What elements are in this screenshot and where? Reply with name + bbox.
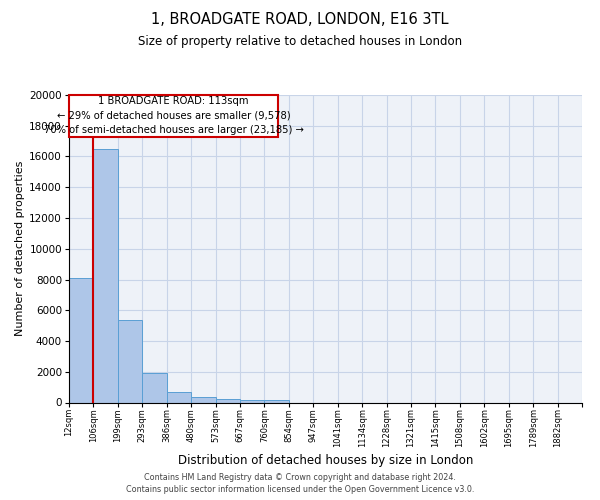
Bar (240, 400, 265, 402)
Bar (118, 320, 142, 402)
Text: 1, BROADGATE ROAD, LONDON, E16 3TL: 1, BROADGATE ROAD, LONDON, E16 3TL (151, 12, 449, 28)
Text: 1 BROADGATE ROAD: 113sqm
← 29% of detached houses are smaller (9,578)
70% of sem: 1 BROADGATE ROAD: 113sqm ← 29% of detach… (44, 96, 304, 135)
Bar (215, 400, 240, 402)
Bar (191, 398, 215, 402)
Bar (142, 374, 167, 402)
Text: Size of property relative to detached houses in London: Size of property relative to detached ho… (138, 35, 462, 48)
X-axis label: Distribution of detached houses by size in London: Distribution of detached houses by size … (178, 454, 473, 467)
Text: Contains HM Land Registry data © Crown copyright and database right 2024.
Contai: Contains HM Land Registry data © Crown c… (126, 472, 474, 494)
Y-axis label: Number of detached properties: Number of detached properties (15, 161, 25, 336)
Bar (167, 392, 191, 402)
FancyBboxPatch shape (70, 95, 278, 136)
Bar (69, 278, 94, 402)
Bar (265, 400, 289, 402)
Bar (94, 149, 118, 403)
